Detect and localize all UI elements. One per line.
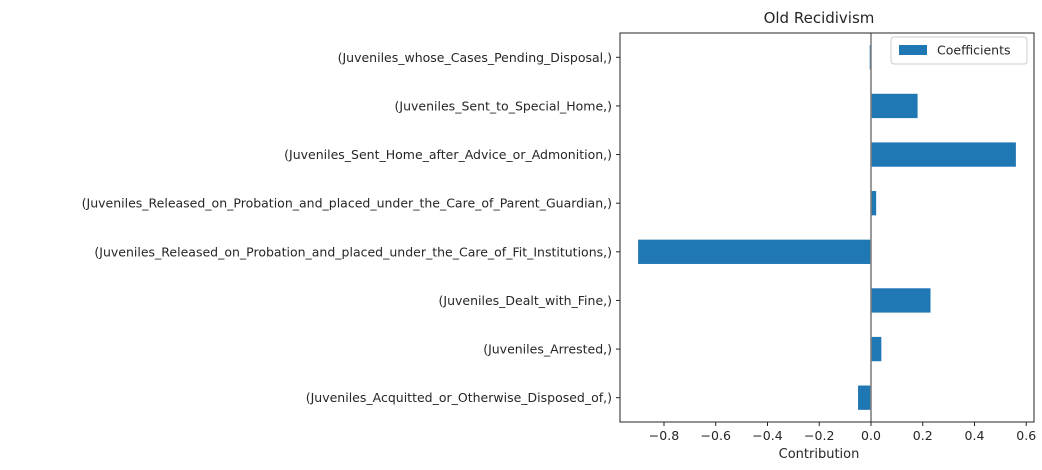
x-tick-label: −0.2 — [804, 428, 834, 443]
y-tick-label: (Juveniles_Acquitted_or_Otherwise_Dispos… — [306, 390, 612, 405]
x-tick-label: 0.4 — [965, 428, 985, 443]
bar-6 — [870, 336, 882, 362]
x-axis: −0.8 −0.6 −0.4 −0.2 0.0 0.2 0.4 0.6 — [649, 422, 1036, 443]
bar-4 — [638, 239, 871, 264]
bar-3 — [870, 191, 877, 216]
bar-5 — [870, 288, 931, 313]
bar-7 — [858, 385, 871, 410]
legend-label: Coefficients — [937, 43, 1011, 58]
x-tick-label: 0.6 — [1016, 428, 1036, 443]
y-tick-label: (Juveniles_Released_on_Probation_and_pla… — [94, 244, 612, 259]
x-tick-label: −0.4 — [752, 428, 782, 443]
x-tick-label: −0.6 — [701, 428, 731, 443]
x-axis-label: Contribution — [779, 447, 860, 462]
bars-layer — [638, 45, 1016, 410]
x-tick-label: −0.8 — [649, 428, 679, 443]
y-tick-label: (Juveniles_Dealt_with_Fine,) — [439, 293, 612, 308]
legend-box — [890, 36, 1028, 65]
bar-1 — [870, 93, 918, 119]
x-tick-label: 0.2 — [913, 428, 933, 443]
y-tick-label: (Juveniles_whose_Cases_Pending_Disposal,… — [338, 50, 612, 65]
x-tick-label: 0.0 — [861, 428, 881, 443]
bar-2 — [870, 142, 1016, 167]
chart-title: Old Recidivism — [764, 9, 875, 27]
y-tick-label: (Juveniles_Sent_to_Special_Home,) — [395, 98, 612, 113]
legend: Coefficients — [890, 36, 1028, 65]
legend-swatch — [899, 45, 927, 55]
y-tick-label: (Juveniles_Sent_Home_after_Advice_or_Adm… — [284, 147, 612, 162]
y-tick-label: (Juveniles_Released_on_Probation_and_pla… — [82, 196, 612, 211]
y-tick-label: (Juveniles_Arrested,) — [483, 342, 612, 357]
y-axis: (Juveniles_whose_Cases_Pending_Disposal,… — [82, 50, 620, 405]
plot-frame — [619, 32, 1035, 423]
